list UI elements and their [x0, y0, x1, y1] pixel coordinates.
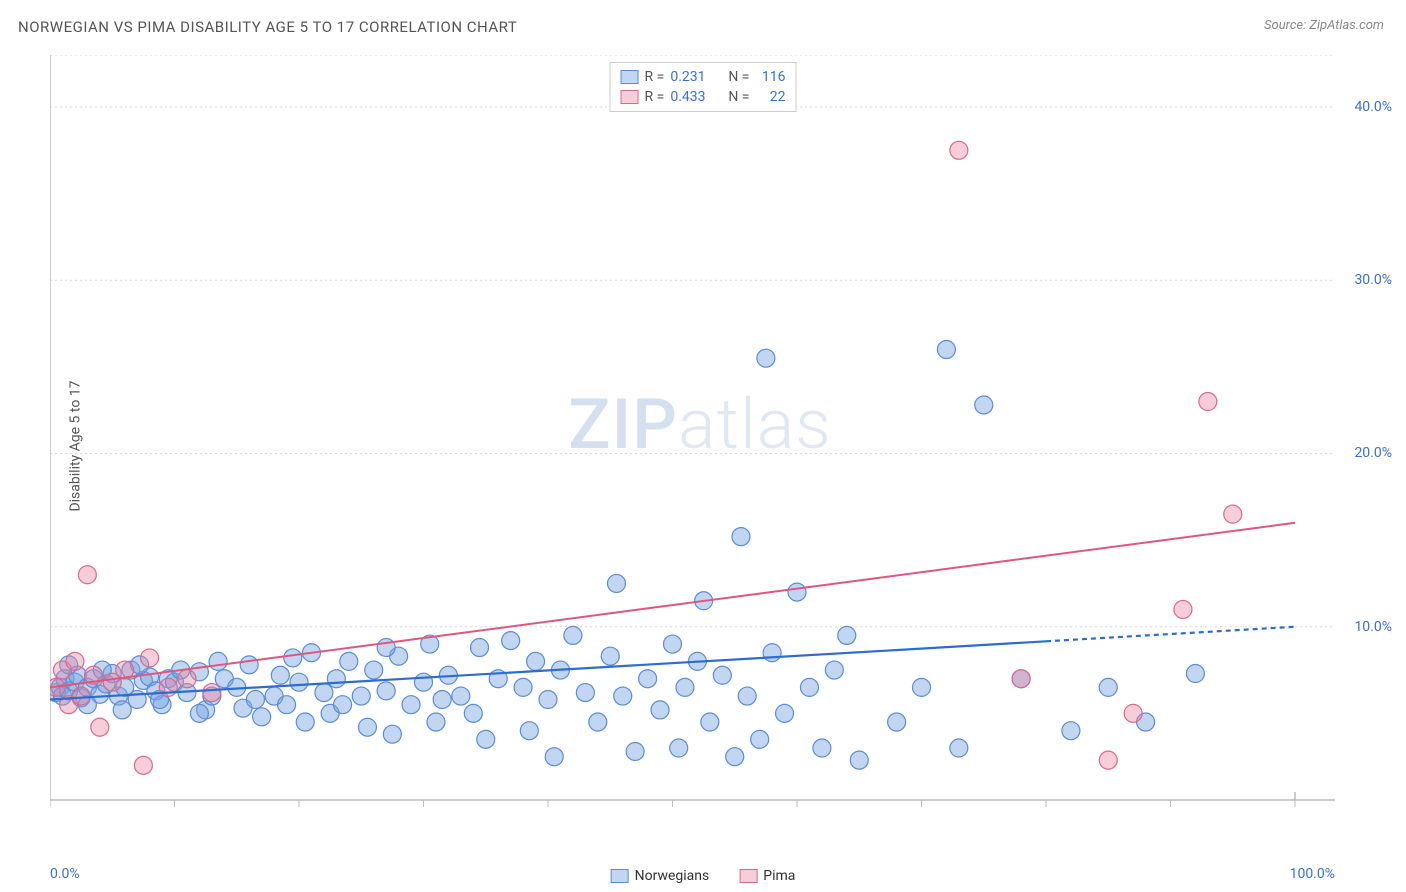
legend-series-item: Pima — [739, 868, 795, 884]
legend-series-item: Norwegians — [611, 868, 710, 884]
legend-swatch — [621, 90, 639, 104]
legend-series-label: Pima — [763, 868, 795, 884]
y-tick-label: 30.0% — [1354, 272, 1392, 288]
r-label: R = — [645, 89, 665, 105]
r-value: 0.433 — [670, 89, 714, 105]
legend-stats: R = 0.231 N = 116 R = 0.433 N = 22 — [610, 62, 797, 112]
plot-svg — [50, 55, 1350, 825]
y-tick-label: 10.0% — [1354, 619, 1392, 635]
chart-source: Source: ZipAtlas.com — [1264, 18, 1384, 33]
n-label: N = — [728, 69, 749, 85]
r-value: 0.231 — [670, 69, 714, 85]
y-tick-label: 20.0% — [1354, 445, 1392, 461]
legend-swatch — [739, 869, 757, 883]
plot-area: ZIPatlas — [50, 55, 1350, 825]
x-tick-label: 100.0% — [1290, 866, 1335, 882]
r-label: R = — [645, 69, 665, 85]
x-tick-label: 0.0% — [50, 866, 80, 882]
legend-stats-row: R = 0.231 N = 116 — [621, 67, 786, 87]
legend-swatch — [621, 70, 639, 84]
legend-series-label: Norwegians — [635, 868, 710, 884]
y-tick-label: 40.0% — [1354, 99, 1392, 115]
legend-swatch — [611, 869, 629, 883]
chart-title: NORWEGIAN VS PIMA DISABILITY AGE 5 TO 17… — [18, 18, 517, 36]
n-value: 116 — [755, 69, 785, 85]
n-value: 22 — [755, 89, 785, 105]
n-label: N = — [728, 89, 749, 105]
legend-series: Norwegians Pima — [611, 868, 796, 884]
legend-stats-row: R = 0.433 N = 22 — [621, 87, 786, 107]
correlation-chart: NORWEGIAN VS PIMA DISABILITY AGE 5 TO 17… — [0, 0, 1406, 892]
